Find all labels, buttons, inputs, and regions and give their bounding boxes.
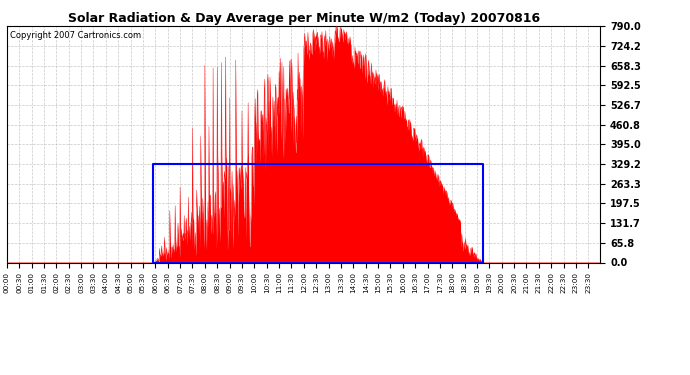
Text: Copyright 2007 Cartronics.com: Copyright 2007 Cartronics.com: [10, 31, 141, 40]
Title: Solar Radiation & Day Average per Minute W/m2 (Today) 20070816: Solar Radiation & Day Average per Minute…: [68, 12, 540, 25]
